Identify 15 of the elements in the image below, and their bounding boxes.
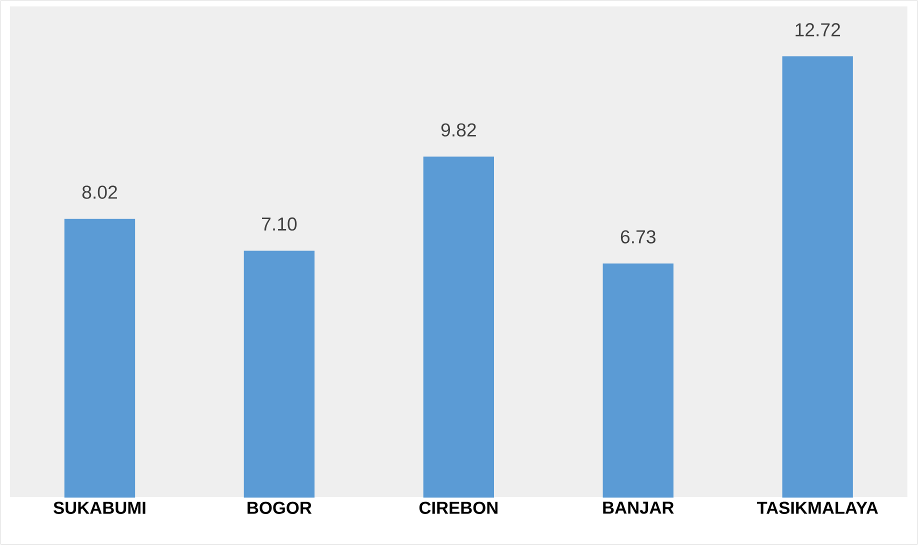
data-label: 8.02: [82, 186, 117, 199]
data-label: 7.10: [262, 217, 297, 231]
x-tick-label: CIREBON: [419, 502, 498, 514]
bar: [64, 218, 136, 498]
data-label: 12.72: [796, 23, 840, 36]
data-label: 6.73: [620, 230, 656, 244]
bar: [782, 56, 853, 498]
bar: [423, 156, 494, 498]
data-label: 9.82: [441, 123, 476, 137]
x-tick-label: SUKABUMI: [54, 502, 146, 514]
x-tick-label: BANJAR: [603, 502, 674, 514]
x-tick-label: TASIKMALAYA: [756, 502, 878, 514]
bar: [244, 250, 315, 498]
bar: [602, 263, 674, 498]
x-tick-label: BOGOR: [248, 502, 312, 514]
